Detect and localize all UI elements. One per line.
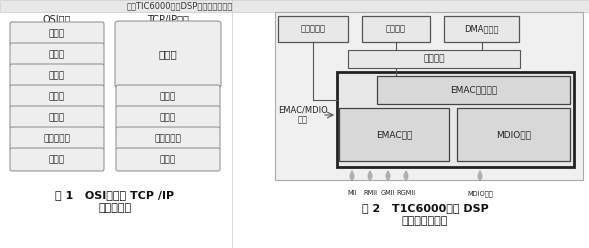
Text: MII: MII [348,190,357,196]
Bar [348,50,520,68]
FancyBboxPatch shape [10,148,104,171]
FancyBboxPatch shape [10,127,104,150]
Text: MDIO总线: MDIO总线 [467,190,493,197]
Text: GMII: GMII [380,190,395,196]
Text: 模型的对比: 模型的对比 [98,203,131,213]
Bar [457,108,570,161]
Text: 外设总线: 外设总线 [423,55,445,63]
Text: 中断控制器: 中断控制器 [300,25,326,33]
Text: TCP/IP模型: TCP/IP模型 [147,14,189,24]
Text: 图 1   OSI模型与 TCP /IP: 图 1 OSI模型与 TCP /IP [55,190,174,200]
Text: 网络层: 网络层 [160,113,176,122]
Text: EMAC控制模块: EMAC控制模块 [450,86,497,94]
Text: MDIO模块: MDIO模块 [496,130,531,139]
Text: RMII: RMII [363,190,377,196]
Text: 图 2   T1C6000系列 DSP: 图 2 T1C6000系列 DSP [362,203,488,213]
FancyBboxPatch shape [116,106,220,129]
FancyBboxPatch shape [10,43,104,66]
Bar [362,16,430,42]
Bar [275,12,583,180]
Text: RGMII: RGMII [396,190,416,196]
Text: 应用层: 应用层 [158,50,177,60]
FancyBboxPatch shape [10,64,104,87]
Bar [0,0,589,12]
Text: EMAC/MDIO
中断: EMAC/MDIO 中断 [278,105,328,125]
FancyBboxPatch shape [10,22,104,45]
Text: DMA控制器: DMA控制器 [464,25,499,33]
Text: 配置总线: 配置总线 [386,25,406,33]
FancyBboxPatch shape [115,21,221,88]
Text: 传输层: 传输层 [160,92,176,101]
Bar [444,16,519,42]
Text: EMAC模块: EMAC模块 [376,130,412,139]
Text: 基于TIC6000系列DSP的网络开发研究: 基于TIC6000系列DSP的网络开发研究 [127,1,233,10]
FancyBboxPatch shape [116,85,220,108]
Text: 传输层: 传输层 [49,92,65,101]
FancyBboxPatch shape [116,127,220,150]
Text: 应用层: 应用层 [49,29,65,38]
Text: 的网络功能模块: 的网络功能模块 [402,216,448,226]
Text: 数据链路层: 数据链路层 [44,134,71,143]
Bar [278,16,348,42]
FancyBboxPatch shape [10,106,104,129]
Text: 会话层: 会话层 [49,71,65,80]
Text: 物理层: 物理层 [160,155,176,164]
Bar [339,108,449,161]
Text: 数据链路层: 数据链路层 [154,134,181,143]
Text: OSI模型: OSI模型 [43,14,71,24]
Text: 表示层: 表示层 [49,50,65,59]
FancyBboxPatch shape [116,148,220,171]
Text: 物理层: 物理层 [49,155,65,164]
Bar [337,72,574,167]
Text: 网络层: 网络层 [49,113,65,122]
Bar [377,76,570,104]
FancyBboxPatch shape [10,85,104,108]
